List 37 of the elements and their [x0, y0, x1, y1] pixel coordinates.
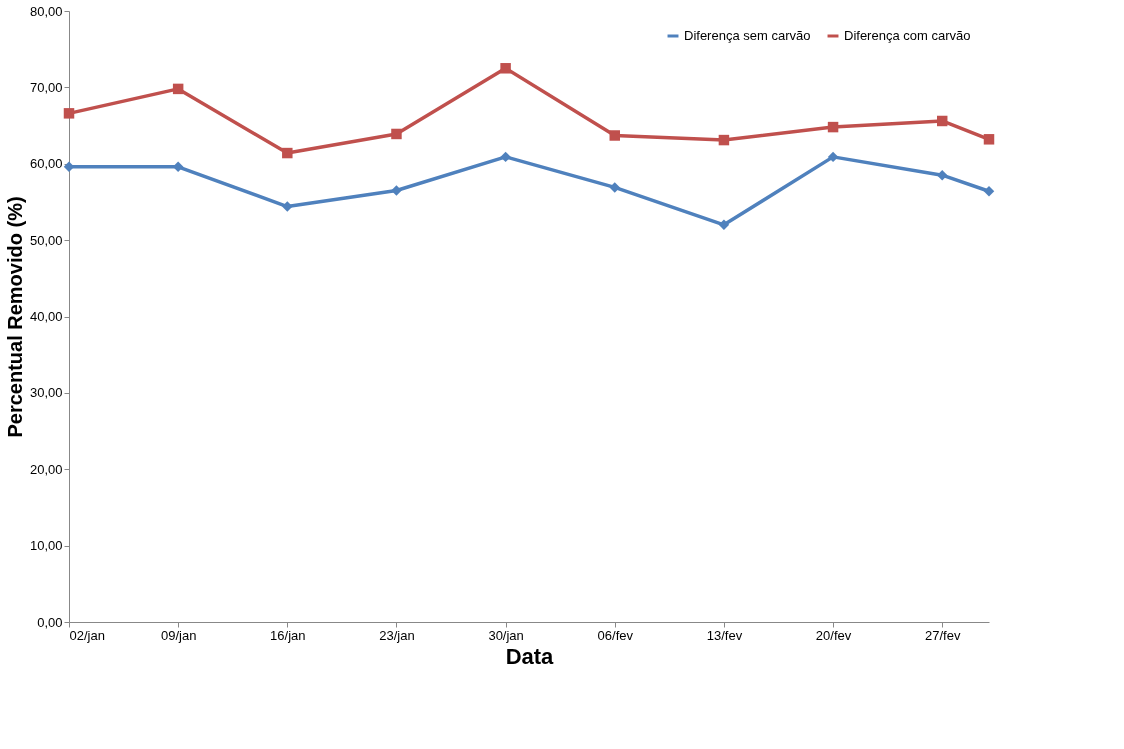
- point: [172, 83, 184, 95]
- y-tick-label: 40,00: [29, 309, 63, 324]
- x-tick-label: 16/jan: [270, 627, 306, 643]
- point: [827, 151, 839, 163]
- point: [63, 108, 75, 119]
- point: [282, 147, 293, 159]
- y-tick-label: 70,00: [29, 79, 63, 95]
- x-tick-label: 30/jan: [488, 627, 524, 643]
- y-axis-title: Percentual Removido (%): [3, 196, 26, 438]
- point: [282, 201, 293, 212]
- x-tick-label: 09/jan: [160, 627, 197, 643]
- point: [609, 130, 621, 141]
- y-tick-label: 50,00: [29, 232, 63, 248]
- point: [718, 134, 730, 146]
- y-tick-label: 10,00: [29, 538, 63, 554]
- y-tick-label: 80,00: [29, 3, 63, 19]
- y-tick-label: 20,00: [29, 461, 63, 477]
- legend-label: Diferença sem carvão: [684, 28, 811, 43]
- point: [609, 182, 621, 193]
- point: [827, 121, 839, 133]
- x-axis-title: Data: [505, 643, 555, 669]
- y-tick-label: 30,00: [29, 385, 63, 401]
- legend-label: Diferença com carvão: [844, 28, 971, 43]
- x-tick-label: 06/fev: [597, 627, 634, 643]
- point: [391, 185, 402, 196]
- point: [500, 63, 511, 74]
- x-tick-label: 23/jan: [379, 627, 415, 643]
- point: [391, 128, 402, 140]
- x-tick-label: 20/fev: [815, 627, 852, 643]
- y-tick-label: 60,00: [29, 156, 63, 172]
- point: [936, 115, 948, 127]
- point: [500, 151, 511, 163]
- x-tick-label: 27/fev: [925, 627, 961, 643]
- point: [718, 219, 730, 231]
- x-tick-label: 02/jan: [69, 627, 105, 643]
- x-tick-label: 13/fev: [706, 627, 743, 643]
- y-tick-label: 0,00: [37, 614, 63, 630]
